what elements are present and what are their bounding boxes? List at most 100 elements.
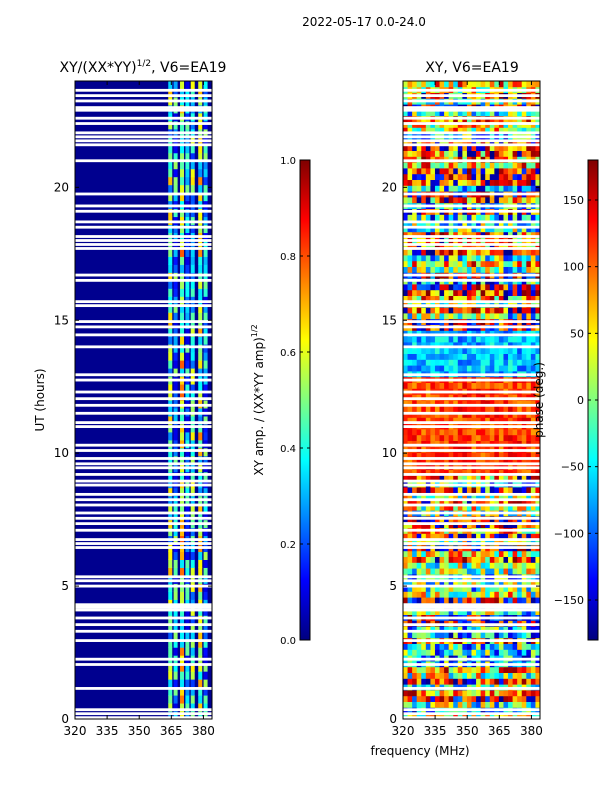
phase-cell [526,289,532,296]
colorbar-tick-label: 0.2 [280,540,296,551]
phase-cell [480,498,486,505]
phase-cell [403,556,408,563]
amp-band-cell [185,639,190,648]
amp-band-cell [185,208,190,218]
phase-cell [489,336,495,343]
phase-cell [498,405,504,412]
phase-cell [434,556,440,563]
phase-cell [407,144,413,151]
phase-cell [480,266,486,273]
phase-cell [448,608,454,615]
phase-cell [403,498,408,505]
phase-cell [425,255,431,262]
phase-cell [403,197,408,204]
colorbar-tick-label: 0.6 [280,348,296,359]
flagged-row [403,708,540,712]
amp-band-cell [190,304,195,313]
phase-cell [434,666,440,673]
amp-band-cell [173,471,178,481]
phase-cell [457,585,463,592]
phase-cell [503,307,509,314]
amp-band-cell [173,280,178,289]
phase-cell [498,336,504,343]
amp-band-cell [180,224,185,234]
phase-cell [416,168,422,175]
phase-cell [453,382,459,389]
phase-cell [430,597,436,604]
phase-cell [439,284,445,291]
phase-cell [434,179,440,186]
amp-band-cell [185,607,190,616]
phase-cell [535,475,540,482]
phase-cell [489,150,495,157]
flagged-row [75,542,212,545]
phase-cell [471,266,477,273]
phase-cell [462,255,468,262]
phase-cell [444,231,450,238]
phase-cell [517,504,523,511]
phase-cell [530,382,536,389]
phase-cell [407,411,413,418]
phase-cell [476,487,482,494]
phase-cell [508,429,513,436]
flagged-row [403,239,540,242]
phase-cell [494,608,500,615]
phase-cell [434,568,440,575]
phase-cell [448,289,454,296]
phase-cell [471,336,477,343]
phase-cell [535,713,540,719]
phase-cell [416,220,422,227]
phase-cell [476,214,482,221]
phase-cell [480,690,486,697]
amp-band-cell [185,81,190,90]
phase-cell [425,359,431,366]
amp-band-cell [190,639,195,648]
amp-band-cell [203,368,208,377]
phase-cell [489,678,495,685]
phase-cell [489,127,495,134]
phase-cell [530,405,536,412]
phase-cell [462,579,468,586]
amp-band-cell [203,192,208,202]
phase-cell [425,562,431,569]
phase-cell [439,231,445,238]
phase-cell [476,168,482,175]
phase-cell [521,266,527,273]
phase-cell [403,713,408,719]
phase-cell [403,533,408,540]
phase-cell [421,197,427,204]
phase-cell [466,452,472,459]
phase-cell [485,173,491,180]
phase-cell [517,498,523,505]
phase-cell [439,562,445,569]
phase-cell [403,289,408,296]
phase-cell [448,469,454,476]
phase-cell [430,359,436,366]
phase-cell [494,162,500,169]
phase-cell [471,429,477,436]
amp-band-cell [203,527,208,537]
phase-cell [512,382,518,389]
amp-band-cell [185,312,190,321]
amp-band-cell [180,503,185,513]
phase-cell [403,214,408,221]
amp-band-cell [185,248,190,257]
phase-cell [453,359,459,366]
phase-colorbar-label: phase (deg.) [532,362,546,438]
phase-cell [471,289,477,296]
phase-cell [526,562,532,569]
flagged-row [403,390,540,394]
amp-band-cell [185,280,190,289]
phase-cell [508,556,513,563]
phase-cell [462,591,468,598]
phase-cell [434,289,440,296]
phase-cell [425,643,431,650]
phase-cell [421,585,427,592]
phase-cell [434,405,440,412]
phase-cell [535,556,540,563]
phase-cell [517,672,523,679]
amp-band-cell [203,631,208,640]
phase-cell [535,411,540,418]
flagged-row [403,131,540,135]
phase-cell [421,608,427,615]
